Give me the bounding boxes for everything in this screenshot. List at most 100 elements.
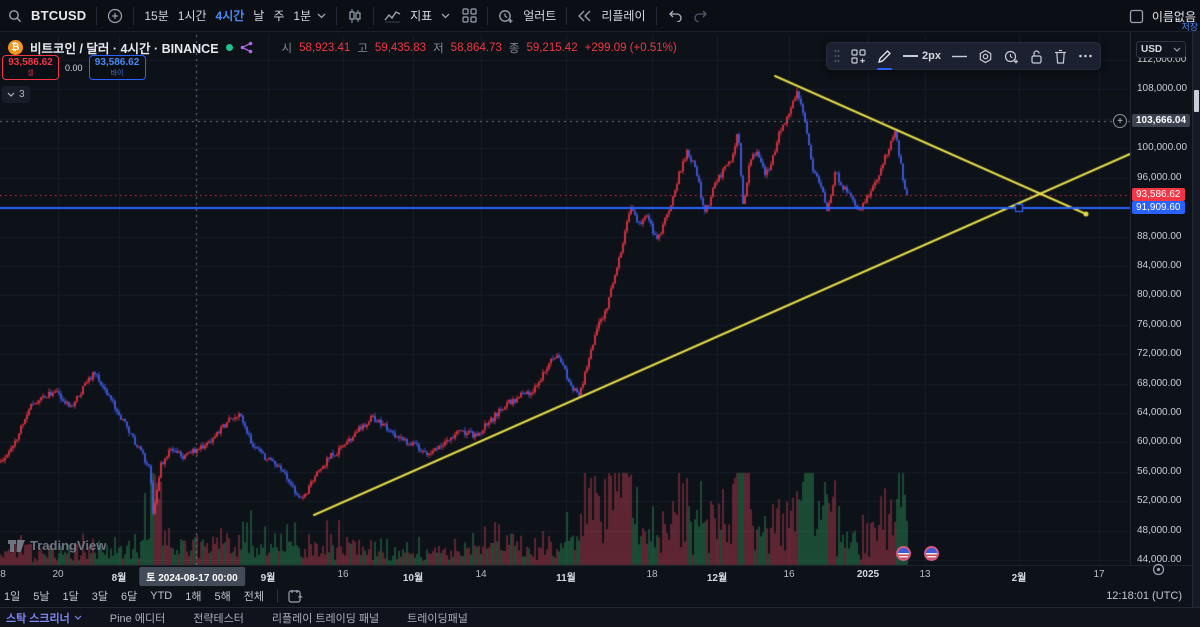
range-5해[interactable]: 5해 <box>214 590 231 603</box>
sell-button[interactable]: 93,586.62 셀 <box>2 55 59 80</box>
interval-1시간[interactable]: 1시간 <box>177 9 207 23</box>
tradingview-logo-icon <box>8 540 25 552</box>
us-flag-event-icon[interactable] <box>924 546 939 561</box>
tab-리플레이 트레이딩 패널[interactable]: 리플레이 트레이딩 패널 <box>271 612 380 625</box>
chevron-down-icon[interactable] <box>317 13 326 19</box>
share-ideas-icon[interactable] <box>240 41 253 54</box>
range-6달[interactable]: 6달 <box>121 590 138 603</box>
alert-label: 얼러트 <box>523 9 557 23</box>
add-to-favorites-grid-icon[interactable] <box>851 48 866 64</box>
replay-label: 리플레이 <box>601 9 646 23</box>
save-button[interactable]: 저장 <box>1181 21 1198 32</box>
bitcoin-icon: ₿ <box>8 40 23 55</box>
replay-button[interactable]: 리플레이 <box>577 7 646 24</box>
interval-4시간[interactable]: 4시간 <box>215 9 245 23</box>
chart-type-candles-icon[interactable] <box>347 8 363 24</box>
line-sample-icon <box>903 55 918 57</box>
time-tick-label: 8월 <box>111 573 127 584</box>
chevron-down-icon <box>7 92 15 97</box>
price-tick-label: 76,000.00 <box>1137 319 1182 330</box>
more-options-icon[interactable] <box>1078 54 1093 58</box>
compare-plus-icon[interactable] <box>107 8 123 24</box>
spread-value: 0.00 <box>65 62 83 73</box>
symbol-search-button[interactable]: BTCUSD <box>31 8 87 23</box>
redo-icon[interactable] <box>693 9 709 22</box>
interval-15분[interactable]: 15분 <box>144 9 169 23</box>
indicators-button[interactable]: 지표 <box>384 7 450 24</box>
price-tick-label: 112,000.00 <box>1137 54 1187 65</box>
utc-clock[interactable]: 12:18:01 (UTC) <box>1106 589 1182 602</box>
alert-button[interactable]: 얼러트 <box>498 7 556 24</box>
symbol-title[interactable]: 비트코인 / 달러 · 4시간 · BINANCE <box>30 42 219 56</box>
ohlc-value: 58,923.41 <box>299 41 351 54</box>
price-tick-label: 88,000.00 <box>1137 231 1182 242</box>
time-tick-label: 14 <box>475 569 487 580</box>
axis-plus-icon[interactable]: + <box>1113 114 1127 128</box>
undo-icon[interactable] <box>667 9 683 22</box>
ohlc-label: 시 <box>281 42 293 55</box>
range-YTD[interactable]: YTD <box>150 589 173 602</box>
range-1달[interactable]: 1달 <box>62 590 79 603</box>
change-value: +299.09 (+0.51%) <box>584 41 677 54</box>
range-items: 1일 5날 1달 3달 6달 YTD 1해 5해 전체 <box>4 588 277 604</box>
time-tick-label: 18 <box>646 569 658 580</box>
date-range-bar: 1일 5날 1달 3달 6달 YTD 1해 5해 전체 12:18:01 (UTC) <box>0 584 1192 607</box>
divider <box>277 588 278 603</box>
tab-stock-screener[interactable]: 스탁 스크리너 <box>6 610 82 626</box>
line-width-button[interactable]: 2px <box>903 50 941 62</box>
tab-트레이딩패널[interactable]: 트레이딩패널 <box>407 612 468 625</box>
line-width-label: 2px <box>922 50 941 62</box>
tradingview-logo-text: TradingView <box>30 538 107 553</box>
drawing-toolbar: 2px <box>826 42 1101 70</box>
object-tree-toggle[interactable]: 3 <box>2 86 30 103</box>
lock-icon[interactable] <box>1030 49 1043 64</box>
trash-icon[interactable] <box>1054 49 1067 64</box>
price-tick-label: 52,000.00 <box>1137 495 1182 506</box>
object-count: 3 <box>19 89 25 100</box>
drag-handle-icon[interactable] <box>834 49 840 63</box>
market-status-dot <box>225 44 233 51</box>
ohlc-value: 58,864.73 <box>450 41 502 54</box>
range-5날[interactable]: 5날 <box>33 590 50 603</box>
range-3달[interactable]: 3달 <box>91 590 108 603</box>
alert-clock-icon <box>498 8 514 24</box>
settings-icon[interactable] <box>978 49 993 64</box>
buy-button[interactable]: 93,586.62 바이 <box>88 55 146 80</box>
tab-Pine 에디터[interactable]: Pine 에디터 <box>109 612 166 625</box>
add-alert-icon[interactable] <box>1004 49 1019 64</box>
interval-주[interactable]: 주 <box>273 9 285 23</box>
sidebar-expand-handle[interactable] <box>1194 90 1199 112</box>
search-icon[interactable] <box>8 9 22 23</box>
price-tick-label: 108,000.00 <box>1137 83 1188 94</box>
price-axis[interactable]: 112,000.00 108,000.00 100,000.00 96,000.00 8… <box>1130 32 1192 565</box>
axis-settings-icon[interactable] <box>1152 563 1165 576</box>
range-1해[interactable]: 1해 <box>185 590 202 603</box>
save-layout-icon[interactable] <box>1129 9 1144 24</box>
price-tick-label: 100,000.00 <box>1137 142 1188 153</box>
time-axis[interactable]: 토 2024-08-17 00:00 8 20 8월 9월 16 10월 14 11월 18 12… <box>0 565 1192 586</box>
time-tick-label: 9월 <box>260 573 276 584</box>
time-tick-label: 8 <box>0 569 6 580</box>
range-1일[interactable]: 1일 <box>4 590 21 603</box>
ohlc-label: 종 <box>508 42 520 55</box>
range-전체[interactable]: 전체 <box>243 590 264 603</box>
line-style-icon[interactable] <box>951 55 967 58</box>
collapsed-sidebar-strip <box>1192 32 1200 607</box>
price-tick-label: 84,000.00 <box>1137 260 1182 271</box>
layout-name[interactable]: 이름없음 저장 <box>1151 9 1198 32</box>
interval-날[interactable]: 날 <box>253 9 265 23</box>
divider <box>655 6 657 25</box>
currency-dropdown[interactable]: USD <box>1136 41 1186 58</box>
divider <box>566 6 568 25</box>
us-flag-event-icon[interactable] <box>896 546 911 561</box>
layout-templates-icon[interactable] <box>462 8 477 23</box>
go-to-date-icon[interactable] <box>288 589 303 603</box>
pencil-draw-icon[interactable] <box>877 49 892 70</box>
bottom-panel-tabs: 스탁 스크리너 Pine 에디터 전략테스터 리플레이 트레이딩 패널 트레이딩패널 <box>0 607 1200 627</box>
ohlc-label: 저 <box>433 42 444 55</box>
tab-전략테스터[interactable]: 전략테스터 <box>193 612 244 625</box>
interval-1분[interactable]: 1분 <box>293 9 312 23</box>
price-tick-label: 96,000.00 <box>1137 172 1182 183</box>
